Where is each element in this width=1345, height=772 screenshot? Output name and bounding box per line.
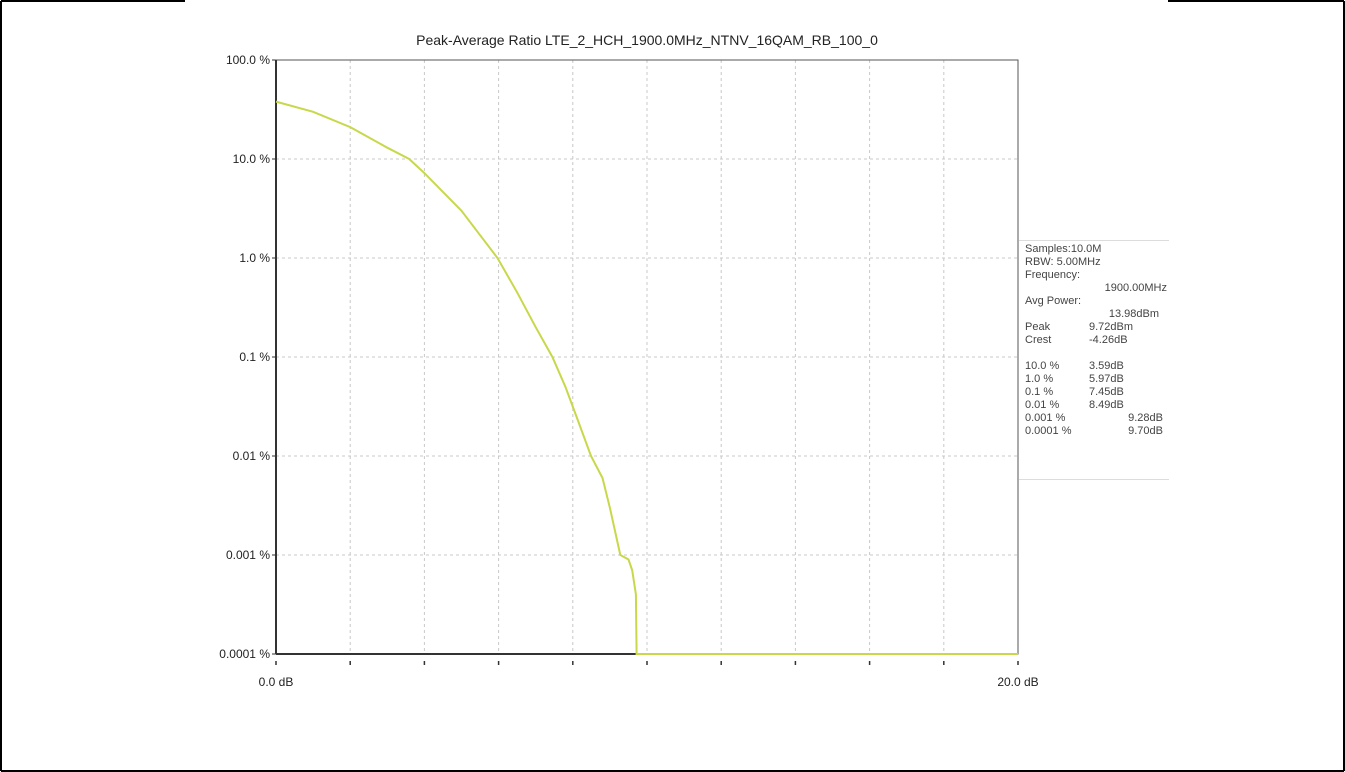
peak-label: Peak	[1025, 321, 1051, 333]
ccdf-series-line	[275, 100, 1018, 655]
y-tick-label: 100.0 %	[226, 53, 270, 67]
stat-percent: 1.0 %	[1025, 373, 1054, 385]
y-tick-label: 0.01 %	[233, 449, 271, 463]
samples-text: Samples:10.0M	[1025, 243, 1102, 255]
stat-percent: 0.001 %	[1025, 412, 1066, 424]
x-tick-label: 0.0 dB	[259, 675, 294, 689]
avg-power-value: 13.98dBm	[1108, 308, 1159, 320]
y-tick-label: 0.1 %	[239, 350, 270, 364]
crest-label: Crest	[1025, 334, 1052, 346]
stat-value: 8.49dB	[1089, 399, 1124, 411]
series-group	[275, 100, 1018, 655]
axes	[272, 59, 1019, 665]
stat-percent: 0.01 %	[1025, 399, 1060, 411]
peak-value: 9.72dBm	[1089, 321, 1134, 333]
y-tick-label: 10.0 %	[233, 152, 271, 166]
y-tick-label: 0.001 %	[226, 548, 270, 562]
stat-percent: 0.1 %	[1025, 386, 1054, 398]
stat-value: 5.97dB	[1089, 373, 1124, 385]
x-tick-labels: 0.0 dB 20.0 dB	[259, 675, 1039, 689]
y-tick-labels: 100.0 % 10.0 % 1.0 % 0.1 % 0.01 % 0.001 % 0.00…	[219, 53, 270, 661]
stat-value: 3.59dB	[1089, 360, 1124, 372]
stat-value: 9.28dB	[1128, 412, 1163, 424]
crest-value: -4.26dB	[1089, 334, 1128, 346]
frequency-label: Frequency:	[1025, 269, 1081, 281]
chart-title: Peak-Average Ratio LTE_2_HCH_1900.0MHz_N…	[416, 32, 878, 48]
rbw-text: RBW: 5.00MHz	[1025, 256, 1101, 268]
stats-panel: Samples:10.0M RBW: 5.00MHz Frequency: 19…	[1019, 240, 1169, 480]
x-tick-label: 20.0 dB	[997, 675, 1038, 689]
y-tick-label: 0.0001 %	[219, 647, 270, 661]
stat-percent: 10.0 %	[1025, 360, 1060, 372]
grid	[276, 60, 1018, 654]
stat-percent: 0.0001 %	[1025, 425, 1072, 437]
y-tick-label: 1.0 %	[239, 251, 270, 265]
frequency-value: 1900.00MHz	[1104, 282, 1167, 294]
stat-value: 7.45dB	[1089, 386, 1124, 398]
stat-value: 9.70dB	[1128, 425, 1163, 437]
avg-power-label: Avg Power:	[1025, 295, 1082, 307]
